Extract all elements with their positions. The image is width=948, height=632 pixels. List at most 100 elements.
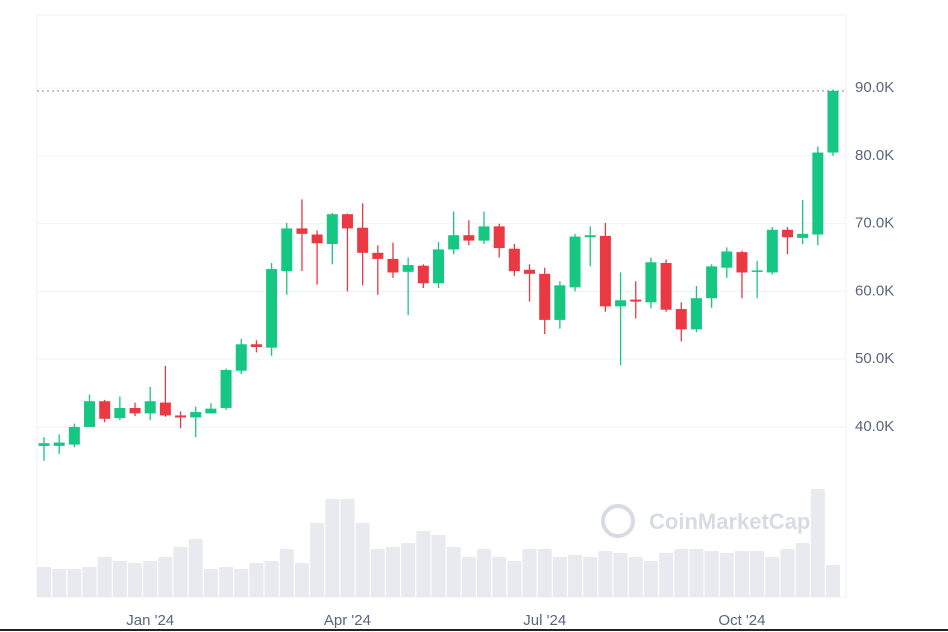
volume-bar [568,555,583,597]
candle-body [144,401,156,414]
volume-bar [583,557,598,597]
volume-bar [613,553,628,597]
volume-bar [264,561,279,597]
candle-body [524,269,536,274]
volume-bar [628,557,643,597]
candle-body [781,229,793,238]
candle-body [250,344,262,347]
volume-bar [67,569,82,597]
volume-bar [385,547,400,597]
candle-body [797,233,809,238]
volume-bar [401,543,416,597]
candle-body [766,229,778,273]
candle-body [175,415,187,418]
volume-bar [325,499,340,597]
volume-bar [82,567,97,597]
volume-bar [370,549,385,597]
x-tick-label: Jul '24 [523,612,566,629]
volume-bar [249,563,264,597]
candle-body [433,249,444,284]
candle-body [53,442,65,446]
candle-body [736,252,748,273]
candle-body [675,309,687,330]
candle-body [281,228,293,272]
candle-body [554,285,566,320]
candle-body [508,248,520,272]
volume-bar [234,569,249,597]
volume-bar [780,549,795,597]
candle-body [341,214,353,229]
volume-bar [143,561,158,597]
candle-body [721,251,733,268]
candle-body [751,270,763,272]
candle-body [478,226,490,241]
volume-bar [522,549,537,597]
volume-bar [310,523,325,597]
y-tick-label: 90.0K [855,79,894,96]
volume-bar [158,557,173,597]
volume-bar [128,563,143,597]
candle-body [630,299,642,302]
candle-body [599,235,611,307]
candle-body [706,266,718,299]
candle-body [448,235,460,250]
volume-bar [492,557,507,597]
volume-bar [537,549,552,597]
volume-bar [719,553,734,597]
volume-bar [795,543,810,597]
candle-body [387,258,399,273]
volume-bar [689,549,704,597]
candle-body [357,227,369,253]
y-tick-label: 60.0K [855,282,894,299]
volume-bar [173,547,188,597]
y-tick-label: 40.0K [855,418,894,435]
watermark-text: CoinMarketCap [649,509,810,534]
volume-bar [431,535,446,597]
watermark: CoinMarketCap [601,504,810,538]
x-tick-label: Apr '24 [324,612,371,629]
y-tick-label: 70.0K [855,215,894,232]
x-tick-label: Jan '24 [126,612,174,629]
candle-body [402,265,414,272]
candle-body [220,370,232,408]
y-tick-label: 80.0K [855,147,894,164]
candle-body [539,273,551,320]
candle-body [493,226,505,249]
candle-body [645,262,657,303]
volume-bar [37,567,51,597]
candle-body [266,269,278,348]
y-tick-label: 50.0K [855,350,894,367]
volume-bar [188,539,203,597]
volume-bar [446,547,461,597]
candle-body [190,412,202,418]
volume-bar [97,557,112,597]
candle-body [463,235,475,241]
volume-bar [203,569,218,597]
candle-body [812,152,824,235]
candle-body [205,408,217,414]
candle-body [296,228,308,234]
watermark-logo [601,504,635,538]
volume-bar [643,561,658,597]
volume-bar [507,561,522,597]
volume-bar [461,557,476,597]
candle-body [326,214,338,245]
volume-bar [294,563,309,597]
candle-body [690,298,702,330]
candle-body [417,265,429,284]
volume-bar [750,551,765,597]
candle-body [615,300,627,307]
candle-body [584,235,596,238]
volume-bar [659,553,674,597]
candle-body [372,252,384,259]
volume-bar [734,551,749,597]
volume-bar [355,523,370,597]
volume-bar [219,567,234,597]
volume-bar [477,549,492,597]
candle-body [129,407,141,414]
candle-body [311,234,323,244]
candle-body [38,443,50,446]
volume-bar [340,499,355,597]
